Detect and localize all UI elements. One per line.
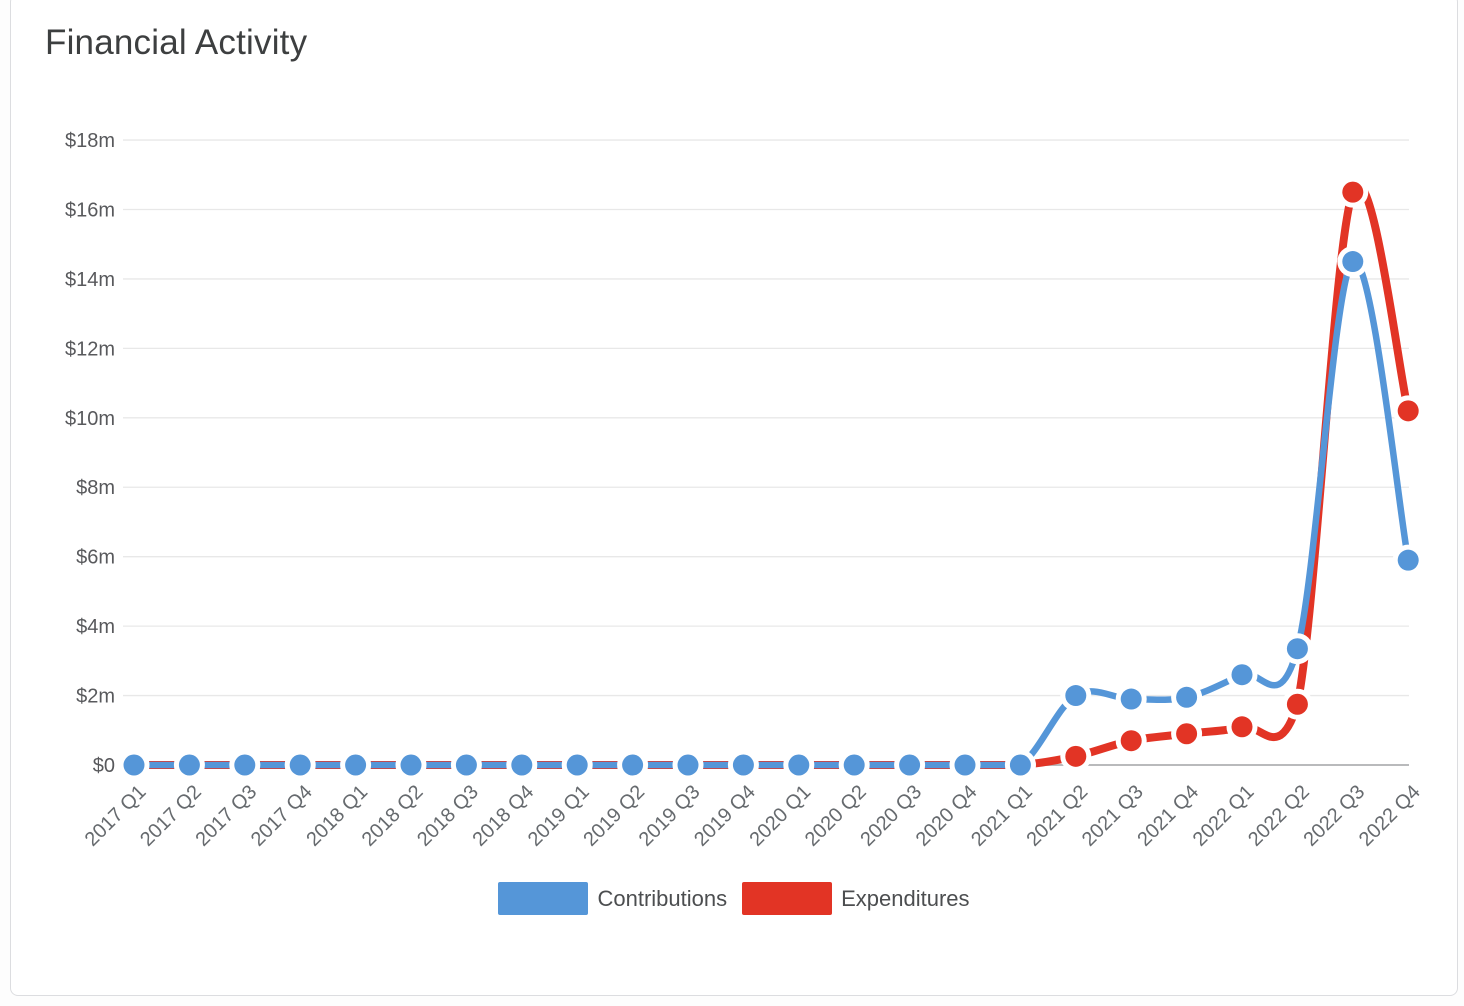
expenditures-color-swatch (742, 882, 833, 915)
contributions-data-point[interactable] (400, 754, 422, 776)
contributions-data-point[interactable] (1397, 549, 1419, 571)
y-axis-label: $10m (65, 408, 115, 430)
contributions-data-point[interactable] (732, 754, 754, 776)
y-axis-label: $14m (65, 269, 115, 291)
expenditures-data-point[interactable] (1342, 181, 1364, 203)
contributions-data-point[interactable] (843, 754, 865, 776)
y-axis-label: $8m (76, 477, 115, 499)
chart-title: Financial Activity (45, 23, 308, 62)
contributions-data-point[interactable] (1176, 686, 1198, 708)
financial-activity-card: Financial Activity $0 $2m $4m $6m $8m $10m $12… (10, 0, 1458, 996)
contributions-data-point[interactable] (566, 754, 588, 776)
expenditures-data-point[interactable] (1120, 730, 1142, 752)
contributions-data-point[interactable] (234, 754, 256, 776)
contributions-data-point[interactable] (1009, 754, 1031, 776)
contributions-data-point[interactable] (345, 754, 367, 776)
y-axis-label: $0 (93, 755, 115, 777)
contributions-color-swatch (498, 882, 589, 915)
contributions-data-point[interactable] (788, 754, 810, 776)
legend-item-contributions[interactable]: Contributions (498, 882, 727, 915)
contributions-data-point[interactable] (289, 754, 311, 776)
contributions-data-point[interactable] (1231, 664, 1253, 686)
expenditures-line (130, 181, 1413, 769)
expenditures-data-point[interactable] (1176, 723, 1198, 745)
contributions-data-point[interactable] (178, 754, 200, 776)
contributions-data-point[interactable] (455, 754, 477, 776)
contributions-data-point[interactable] (1065, 685, 1087, 707)
contributions-data-point[interactable] (1342, 251, 1364, 273)
contributions-data-point[interactable] (954, 754, 976, 776)
expenditures-legend-label: Expenditures (841, 885, 970, 911)
contributions-legend-label: Contributions (597, 885, 728, 911)
contributions-data-point[interactable] (1120, 688, 1142, 710)
y-axis-label: $12m (65, 338, 115, 360)
y-axis-label: $4m (76, 616, 115, 638)
contributions-data-point[interactable] (123, 754, 145, 776)
contributions-data-point[interactable] (1286, 638, 1308, 660)
chart-legend: Contributions Expenditures (11, 882, 1457, 915)
contributions-data-point[interactable] (622, 754, 644, 776)
expenditures-data-point[interactable] (1286, 693, 1308, 715)
contributions-data-point[interactable] (511, 754, 533, 776)
expenditures-data-point[interactable] (1231, 716, 1253, 738)
y-axis-label: $18m (65, 130, 115, 152)
expenditures-data-point[interactable] (1065, 745, 1087, 767)
y-axis-label: $2m (76, 686, 115, 708)
legend-item-expenditures[interactable]: Expenditures (742, 882, 970, 915)
contributions-data-point[interactable] (899, 754, 921, 776)
y-axis-label: $6m (76, 547, 115, 569)
expenditures-data-point[interactable] (1397, 400, 1419, 422)
x-axis-label: 2022 Q4 (1355, 781, 1425, 851)
contributions-data-point[interactable] (677, 754, 699, 776)
contributions-line (130, 258, 1412, 769)
y-axis-label: $16m (65, 199, 115, 221)
